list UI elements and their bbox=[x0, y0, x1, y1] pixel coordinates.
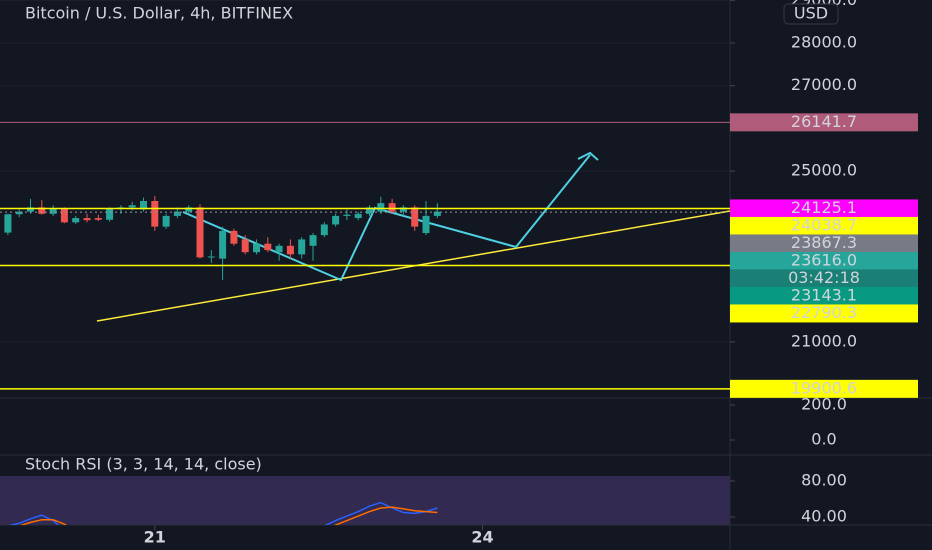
price-label-box bbox=[730, 304, 918, 323]
candle-body bbox=[128, 205, 136, 208]
candle-body bbox=[38, 207, 46, 214]
price-label: 26141.7 bbox=[791, 112, 857, 131]
candle-body bbox=[230, 230, 238, 244]
x-tick-label: 21 bbox=[144, 528, 166, 547]
candle-body bbox=[162, 215, 170, 227]
candle-body bbox=[151, 200, 159, 227]
candle-body bbox=[185, 207, 193, 212]
candle-body bbox=[399, 207, 407, 212]
chart-title: Bitcoin / U.S. Dollar, 4h, BITFINEX bbox=[25, 4, 293, 23]
x-tick-label: 24 bbox=[471, 528, 493, 547]
price-label-box bbox=[730, 251, 918, 270]
y-tick-label: 40.00 bbox=[801, 506, 847, 525]
candle-body bbox=[343, 214, 351, 216]
candle-body bbox=[377, 203, 385, 212]
y-tick-label: 80.00 bbox=[801, 471, 847, 490]
candle-body bbox=[320, 224, 328, 236]
candle-body bbox=[275, 245, 283, 253]
currency-button[interactable] bbox=[783, 3, 839, 25]
price-label-box bbox=[730, 234, 918, 253]
price-label-box bbox=[730, 216, 918, 235]
candle-body bbox=[173, 211, 181, 216]
price-label: 22790.3 bbox=[791, 303, 857, 322]
y-tick-label: 0.0 bbox=[811, 430, 836, 449]
candle-body bbox=[60, 208, 68, 223]
price-label-box bbox=[730, 269, 918, 288]
candle-body bbox=[94, 218, 102, 220]
candle-body bbox=[366, 207, 374, 214]
indicator-line bbox=[19, 506, 438, 525]
price-label: 24038.7 bbox=[791, 215, 857, 234]
y-tick-label: 200.0 bbox=[801, 395, 847, 414]
candle-body bbox=[332, 215, 340, 225]
candle-body bbox=[72, 218, 80, 223]
stoch-band bbox=[0, 476, 730, 525]
indicator-title: Stoch RSI (3, 3, 14, 14, close) bbox=[25, 455, 262, 474]
candle-body bbox=[422, 215, 430, 234]
candle-body bbox=[241, 239, 249, 253]
candle-body bbox=[15, 211, 23, 215]
y-tick-label: 21000.0 bbox=[791, 331, 857, 350]
candle-body bbox=[354, 213, 362, 219]
price-label: 24125.1 bbox=[791, 198, 857, 217]
price-label: 23616.0 bbox=[791, 250, 857, 269]
candle-body bbox=[433, 211, 441, 216]
y-tick-label: 27000.0 bbox=[791, 75, 857, 94]
arrow-head bbox=[577, 151, 599, 161]
candle-body bbox=[411, 207, 419, 227]
price-label: 03:42:18 bbox=[788, 268, 860, 287]
price-label: 19900.6 bbox=[791, 378, 857, 397]
candle-body bbox=[106, 208, 114, 220]
candle-body bbox=[298, 239, 306, 255]
candle-body bbox=[196, 207, 204, 258]
currency-label[interactable]: USD bbox=[794, 4, 828, 23]
candle-body bbox=[27, 207, 35, 212]
price-label-box bbox=[730, 199, 918, 218]
candle-body bbox=[286, 245, 294, 255]
candle-body bbox=[253, 243, 261, 253]
candle-body bbox=[388, 203, 396, 212]
price-label-box bbox=[730, 113, 918, 132]
y-tick-label: 28000.0 bbox=[791, 32, 857, 51]
candle-body bbox=[4, 214, 12, 233]
candle-body bbox=[219, 230, 227, 259]
price-label: 23867.3 bbox=[791, 233, 857, 252]
candle-body bbox=[207, 256, 215, 258]
candle-body bbox=[140, 200, 148, 210]
y-tick-label: 25000.0 bbox=[791, 161, 857, 180]
price-label-box bbox=[730, 379, 918, 398]
candle-body bbox=[264, 243, 272, 251]
candle-body bbox=[83, 218, 91, 221]
price-label: 23143.1 bbox=[791, 285, 857, 304]
candle-body bbox=[309, 235, 317, 246]
price-label-box bbox=[730, 286, 918, 305]
indicator-line bbox=[8, 501, 438, 525]
candle-body bbox=[49, 208, 57, 214]
